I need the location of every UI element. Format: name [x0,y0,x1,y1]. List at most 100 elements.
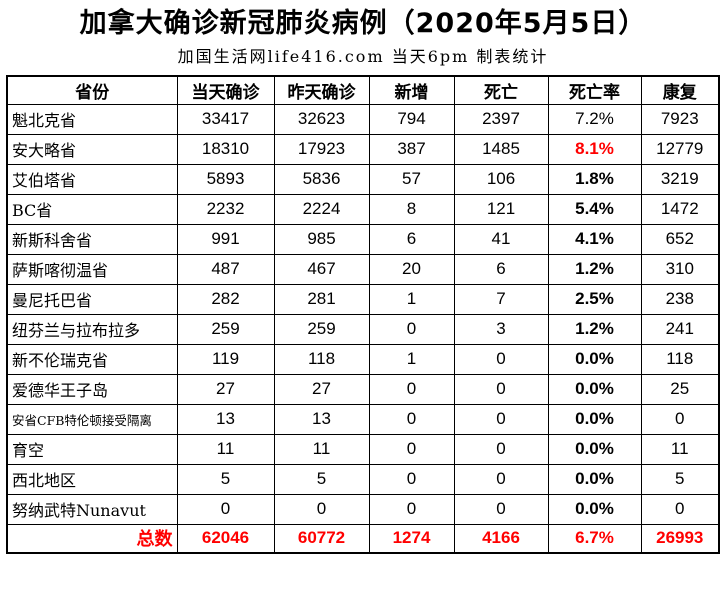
today-cell: 5 [176,463,275,495]
province-cell: 新斯科舍省 [6,223,178,255]
province-cell: BC省 [6,193,178,225]
death_rate-cell: 0.0% [547,403,642,435]
total-death_rate-cell: 6.7% [547,523,642,554]
yesterday-cell: 17923 [273,133,370,165]
new-cell: 57 [368,163,455,195]
column-header-death_rate: 死亡率 [547,75,642,105]
recovered-cell: 11 [640,433,720,465]
page-title: 加拿大确诊新冠肺炎病例（2020年5月5日） [79,8,647,39]
deaths-cell: 121 [453,193,549,225]
today-cell: 487 [176,253,275,285]
yesterday-cell: 985 [273,223,370,255]
yesterday-cell: 118 [273,343,370,375]
table-row: 新斯科舍省 991 985 6 41 4.1% 652 [6,223,720,255]
deaths-cell: 2397 [453,103,549,135]
province-cell: 爱德华王子岛 [6,373,178,405]
column-header-recovered: 康复 [640,75,720,105]
recovered-cell: 0 [640,403,720,435]
column-header-yesterday: 昨天确诊 [273,75,370,105]
today-cell: 11 [176,433,275,465]
recovered-cell: 652 [640,223,720,255]
new-cell: 8 [368,193,455,225]
death_rate-cell: 2.5% [547,283,642,315]
death_rate-cell: 8.1% [547,133,642,165]
yesterday-cell: 13 [273,403,370,435]
yesterday-cell: 467 [273,253,370,285]
page-subtitle: 加国生活网life416.com 当天6pm 制表统计 [177,47,549,66]
yesterday-cell: 5836 [273,163,370,195]
province-cell: 新不伦瑞克省 [6,343,178,375]
deaths-cell: 0 [453,433,549,465]
total-deaths-cell: 4166 [453,523,549,554]
yesterday-cell: 11 [273,433,370,465]
province-cell: 魁北克省 [6,103,178,135]
recovered-cell: 25 [640,373,720,405]
covid-stats-table: 省份 当天确诊 昨天确诊 新增 死亡 死亡率 康复 魁北克省 33417 32623 794 239… [6,75,720,554]
death_rate-cell: 0.0% [547,493,642,525]
death_rate-cell: 1.2% [547,313,642,345]
death_rate-cell: 0.0% [547,373,642,405]
table-total-row: 总数 62046 60772 1274 4166 6.7% 26993 [6,523,720,554]
death_rate-cell: 0.0% [547,343,642,375]
deaths-cell: 6 [453,253,549,285]
column-header-deaths: 死亡 [453,75,549,105]
deaths-cell: 0 [453,463,549,495]
new-cell: 387 [368,133,455,165]
today-cell: 5893 [176,163,275,195]
today-cell: 27 [176,373,275,405]
table-row: BC省 2232 2224 8 121 5.4% 1472 [6,193,720,225]
yesterday-cell: 5 [273,463,370,495]
today-cell: 119 [176,343,275,375]
new-cell: 20 [368,253,455,285]
table-row: 曼尼托巴省 282 281 1 7 2.5% 238 [6,283,720,315]
province-cell: 育空 [6,433,178,465]
recovered-cell: 1472 [640,193,720,225]
deaths-cell: 0 [453,343,549,375]
death_rate-cell: 5.4% [547,193,642,225]
new-cell: 0 [368,463,455,495]
today-cell: 18310 [176,133,275,165]
table-row: 爱德华王子岛 27 27 0 0 0.0% 25 [6,373,720,405]
deaths-cell: 41 [453,223,549,255]
today-cell: 13 [176,403,275,435]
deaths-cell: 3 [453,313,549,345]
today-cell: 282 [176,283,275,315]
deaths-cell: 0 [453,373,549,405]
death_rate-cell: 0.0% [547,433,642,465]
new-cell: 1 [368,283,455,315]
province-cell: 艾伯塔省 [6,163,178,195]
today-cell: 33417 [176,103,275,135]
yesterday-cell: 32623 [273,103,370,135]
total-province-cell: 总数 [6,523,178,554]
today-cell: 2232 [176,193,275,225]
total-recovered-cell: 26993 [640,523,720,554]
today-cell: 259 [176,313,275,345]
yesterday-cell: 2224 [273,193,370,225]
column-header-new: 新增 [368,75,455,105]
death_rate-cell: 4.1% [547,223,642,255]
province-cell: 萨斯喀彻温省 [6,253,178,285]
table-row: 艾伯塔省 5893 5836 57 106 1.8% 3219 [6,163,720,195]
new-cell: 0 [368,493,455,525]
province-cell: 西北地区 [6,463,178,495]
recovered-cell: 3219 [640,163,720,195]
total-yesterday-cell: 60772 [273,523,370,554]
recovered-cell: 310 [640,253,720,285]
recovered-cell: 238 [640,283,720,315]
table-row: 萨斯喀彻温省 487 467 20 6 1.2% 310 [6,253,720,285]
province-cell: 安大略省 [6,133,178,165]
yesterday-cell: 281 [273,283,370,315]
province-cell: 纽芬兰与拉布拉多 [6,313,178,345]
table-row: 育空 11 11 0 0 0.0% 11 [6,433,720,465]
death_rate-cell: 1.8% [547,163,642,195]
today-cell: 0 [176,493,275,525]
death_rate-cell: 0.0% [547,463,642,495]
yesterday-cell: 27 [273,373,370,405]
deaths-cell: 0 [453,403,549,435]
recovered-cell: 0 [640,493,720,525]
total-today-cell: 62046 [176,523,275,554]
total-new-cell: 1274 [368,523,455,554]
new-cell: 6 [368,223,455,255]
deaths-cell: 106 [453,163,549,195]
